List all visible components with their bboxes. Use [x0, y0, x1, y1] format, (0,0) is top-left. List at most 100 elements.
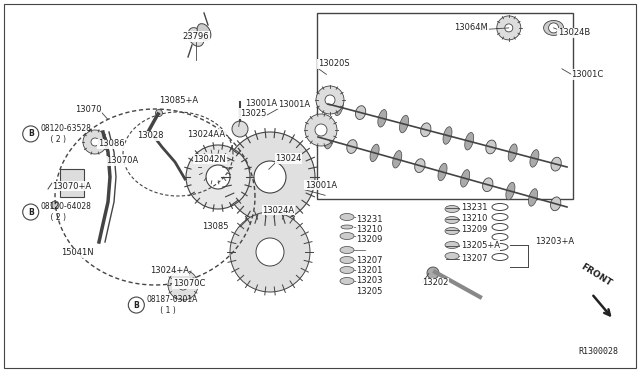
Text: 13024+A: 13024+A	[150, 266, 189, 275]
Text: 15041N: 15041N	[61, 248, 93, 257]
Text: 13020S: 13020S	[318, 60, 349, 68]
Ellipse shape	[465, 132, 474, 150]
Text: 13203+A: 13203+A	[535, 237, 574, 246]
Bar	[60, 169, 84, 197]
Ellipse shape	[340, 278, 354, 285]
Ellipse shape	[461, 170, 470, 187]
Text: 13001C: 13001C	[572, 70, 604, 79]
Ellipse shape	[543, 20, 564, 35]
Text: 13085+A: 13085+A	[159, 96, 198, 105]
Circle shape	[254, 161, 286, 193]
Circle shape	[91, 138, 99, 146]
Circle shape	[186, 145, 250, 209]
Circle shape	[548, 23, 559, 33]
Ellipse shape	[393, 151, 402, 168]
Text: 13201: 13201	[356, 266, 383, 275]
Circle shape	[199, 151, 231, 183]
Bar	[317, 13, 573, 199]
Text: 08187-0301A
      ( 1 ): 08187-0301A ( 1 )	[147, 295, 198, 315]
Text: 13025: 13025	[240, 109, 266, 118]
Text: 13001A: 13001A	[305, 181, 337, 190]
Ellipse shape	[445, 253, 459, 260]
Circle shape	[325, 95, 335, 105]
Text: 13209: 13209	[461, 225, 487, 234]
Ellipse shape	[340, 266, 354, 273]
Circle shape	[156, 109, 163, 116]
Text: 13210: 13210	[356, 225, 383, 234]
Text: 13205+A: 13205+A	[461, 241, 500, 250]
Text: 23796: 23796	[182, 32, 209, 41]
Circle shape	[315, 124, 327, 136]
Text: R1300028: R1300028	[579, 347, 618, 356]
Circle shape	[128, 297, 145, 313]
Text: 13205: 13205	[356, 287, 383, 296]
Text: 13064M: 13064M	[454, 23, 488, 32]
Ellipse shape	[340, 232, 354, 240]
Text: 13209: 13209	[356, 235, 383, 244]
Text: 13024AA: 13024AA	[188, 130, 226, 139]
Ellipse shape	[445, 217, 459, 224]
Ellipse shape	[550, 197, 561, 211]
Text: 13001A: 13001A	[245, 99, 277, 108]
Circle shape	[225, 132, 315, 222]
Circle shape	[505, 24, 513, 32]
Circle shape	[427, 267, 439, 279]
Ellipse shape	[355, 106, 365, 119]
Ellipse shape	[529, 189, 538, 206]
Text: 13207: 13207	[461, 254, 487, 263]
Circle shape	[316, 86, 344, 114]
Ellipse shape	[347, 140, 357, 153]
Ellipse shape	[370, 144, 379, 162]
Ellipse shape	[530, 150, 539, 167]
Text: 13024B: 13024B	[558, 28, 590, 37]
Text: B: B	[28, 208, 33, 217]
Circle shape	[168, 270, 198, 300]
Ellipse shape	[324, 131, 334, 149]
Text: 08120-63528
    ( 2 ): 08120-63528 ( 2 )	[41, 124, 92, 144]
Text: 13231: 13231	[461, 203, 487, 212]
Text: 13070C: 13070C	[173, 279, 205, 288]
Ellipse shape	[415, 159, 425, 173]
Circle shape	[305, 114, 337, 146]
Text: B: B	[134, 301, 139, 310]
Ellipse shape	[508, 144, 517, 161]
Ellipse shape	[551, 157, 561, 171]
Ellipse shape	[334, 98, 344, 116]
Ellipse shape	[438, 163, 447, 181]
Ellipse shape	[445, 205, 459, 212]
Circle shape	[83, 130, 107, 154]
Ellipse shape	[506, 182, 515, 200]
Text: 13070: 13070	[75, 105, 101, 114]
Circle shape	[23, 126, 39, 142]
Circle shape	[497, 16, 521, 40]
Circle shape	[230, 212, 310, 292]
Text: 13202: 13202	[422, 278, 449, 287]
Text: 13070+A: 13070+A	[52, 182, 92, 190]
Text: 13024A: 13024A	[262, 206, 294, 215]
Text: FRONT: FRONT	[579, 262, 614, 288]
Text: 13210: 13210	[461, 214, 487, 223]
Circle shape	[206, 165, 230, 189]
Text: 13085: 13085	[202, 222, 228, 231]
Text: 13028: 13028	[137, 131, 163, 140]
Text: 13086: 13086	[98, 140, 125, 148]
Circle shape	[178, 280, 188, 290]
Text: 08120-64028
    ( 2 ): 08120-64028 ( 2 )	[41, 202, 92, 222]
Text: 13231: 13231	[356, 215, 383, 224]
Ellipse shape	[445, 228, 459, 234]
Ellipse shape	[486, 140, 496, 154]
Ellipse shape	[340, 247, 354, 253]
Circle shape	[232, 121, 248, 137]
Text: 13024: 13024	[275, 154, 301, 163]
Ellipse shape	[340, 214, 354, 221]
Ellipse shape	[341, 225, 353, 229]
Circle shape	[23, 204, 39, 220]
Ellipse shape	[445, 241, 459, 248]
Circle shape	[209, 161, 221, 173]
Ellipse shape	[340, 257, 354, 263]
Circle shape	[51, 201, 59, 209]
Ellipse shape	[420, 123, 431, 137]
Text: 13042N: 13042N	[193, 155, 226, 164]
Text: 13070A: 13070A	[106, 156, 138, 165]
Ellipse shape	[483, 178, 493, 192]
